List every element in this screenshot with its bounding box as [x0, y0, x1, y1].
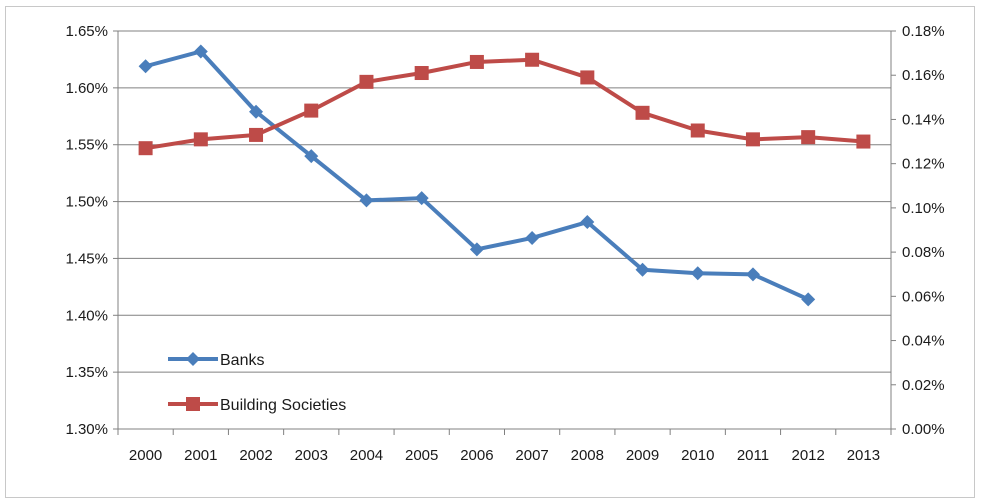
- right-axis-tick-labels: 0.00% 0.02% 0.04% 0.06% 0.08% 0.10% 0.12% 0.14%…: [902, 23, 945, 438]
- legend-entry-building-societies: Building Societies: [168, 397, 346, 414]
- x-tick-label: 2002: [239, 447, 272, 464]
- x-tick-label: 2010: [681, 447, 714, 464]
- data-point-building-societies: [138, 141, 153, 156]
- right-tick-label: 0.06%: [902, 288, 945, 305]
- data-point-building-societies: [469, 54, 484, 69]
- data-point-banks: [580, 215, 595, 230]
- x-axis-tick-labels: 2000 2001 2002 2003 2004 2005 2006 2007 2008 2009…: [129, 447, 880, 464]
- series-line-building-societies: [145, 57, 864, 151]
- data-point-banks: [635, 262, 650, 277]
- left-tick-label: 1.65%: [65, 23, 108, 40]
- data-point-banks: [469, 242, 484, 257]
- x-tick-label: 2000: [129, 447, 162, 464]
- data-point-building-societies: [801, 130, 816, 145]
- right-tick-label: 0.00%: [902, 421, 945, 438]
- data-point-building-societies: [414, 66, 429, 81]
- x-tick-label: 2006: [460, 447, 493, 464]
- data-point-banks: [690, 266, 705, 281]
- right-tick-label: 0.12%: [902, 156, 945, 173]
- left-tick-label: 1.40%: [65, 307, 108, 324]
- right-tick-label: 0.16%: [902, 67, 945, 84]
- left-tick-label: 1.50%: [65, 194, 108, 211]
- series-banks: [138, 44, 816, 307]
- data-point-building-societies: [359, 74, 374, 89]
- legend-swatch-marker: [186, 397, 200, 411]
- left-tick-label: 1.45%: [65, 250, 108, 267]
- x-tick-label: 2013: [847, 447, 880, 464]
- legend-entry-banks: Banks: [168, 352, 264, 369]
- legend-swatch-marker: [186, 352, 200, 366]
- right-tick-label: 0.08%: [902, 244, 945, 261]
- x-tick-label: 2008: [571, 447, 604, 464]
- right-tick-label: 0.04%: [902, 333, 945, 350]
- left-tick-label: 1.35%: [65, 364, 108, 381]
- legend-label: Banks: [220, 352, 264, 369]
- data-point-banks: [138, 59, 153, 74]
- chart-frame: [5, 6, 975, 498]
- right-tick-label: 0.10%: [902, 200, 945, 217]
- right-tick-label: 0.14%: [902, 111, 945, 128]
- data-point-banks: [193, 44, 208, 59]
- x-tick-label: 2009: [626, 447, 659, 464]
- x-tick-label: 2001: [184, 447, 217, 464]
- x-tick-label: 2004: [350, 447, 383, 464]
- data-point-building-societies: [249, 127, 264, 142]
- left-tick-label: 1.55%: [65, 137, 108, 154]
- data-point-building-societies: [193, 132, 208, 147]
- data-point-banks: [801, 292, 816, 307]
- data-point-building-societies: [635, 105, 650, 120]
- data-point-banks: [745, 267, 760, 282]
- axes: [113, 30, 896, 435]
- left-tick-label: 1.60%: [65, 80, 108, 97]
- data-point-banks: [249, 104, 264, 119]
- series-layer: [138, 44, 871, 307]
- x-tick-label: 2007: [515, 447, 548, 464]
- data-point-building-societies: [856, 134, 871, 149]
- left-tick-label: 1.30%: [65, 421, 108, 438]
- x-tick-label: 2003: [295, 447, 328, 464]
- data-point-banks: [304, 149, 319, 164]
- series-building-societies: [138, 52, 871, 156]
- x-tick-label: 2012: [791, 447, 824, 464]
- legend-label: Building Societies: [220, 397, 346, 414]
- legend: Banks Building Societies: [168, 352, 346, 414]
- right-tick-label: 0.02%: [902, 377, 945, 394]
- data-point-banks: [414, 191, 429, 206]
- x-tick-label: 2005: [405, 447, 438, 464]
- data-point-building-societies: [690, 123, 705, 138]
- data-point-building-societies: [745, 132, 760, 147]
- left-axis-tick-labels: 1.30% 1.35% 1.40% 1.45% 1.50% 1.55% 1.60% 1.65%: [65, 23, 108, 438]
- data-point-building-societies: [525, 52, 540, 67]
- data-point-building-societies: [580, 70, 595, 85]
- right-tick-label: 0.18%: [902, 23, 945, 40]
- data-point-banks: [525, 230, 540, 245]
- data-point-building-societies: [304, 103, 319, 118]
- x-tick-label: 2011: [737, 447, 769, 464]
- gridlines: [118, 30, 891, 373]
- series-line-banks: [145, 49, 810, 302]
- data-point-banks: [359, 193, 374, 208]
